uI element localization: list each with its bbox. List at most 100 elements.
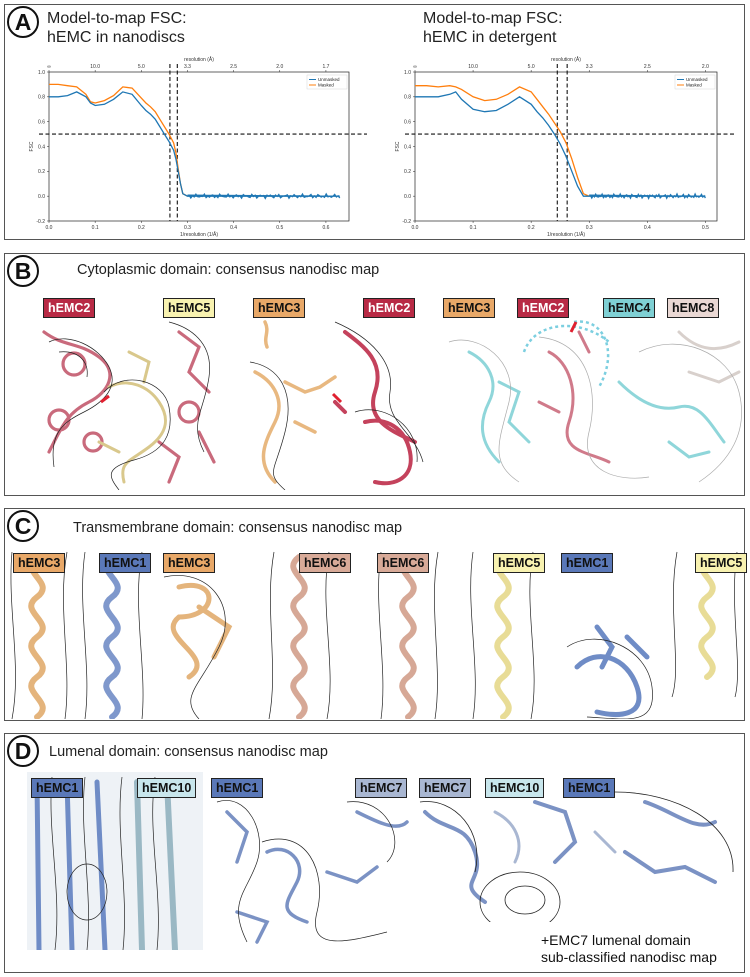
masked-fsc-line [415,85,590,197]
legend-box [674,74,716,90]
y-tick-label: 0.4 [404,144,411,150]
label-hemc2-b1: hEMC2 [43,298,96,318]
y-tick-label: 0.2 [38,169,45,175]
label-hemc1-c1: hEMC1 [99,553,152,573]
fsc-nanodisc-chart: 0.0 0.1 0.2 0.3 0.4 0.5 0.6 -0.2 0.0 0.2 0.4 0.6 0.8… [5,5,375,241]
x-tick-label: 0.0 [46,225,53,231]
cytoplasmic-density-map-3 [439,292,745,490]
lumenal-density-map-2 [207,772,411,950]
x-tick-label: 0.2 [138,225,145,231]
cytoplasmic-density-map-1 [39,292,219,490]
transmembrane-density-map-2 [159,547,357,719]
x-tick-label: 0.1 [470,225,477,231]
label-hemc5-c3: hEMC5 [493,553,546,573]
y-tick-label: 1.0 [404,70,411,76]
top-tick-label: 2.0 [702,64,709,70]
panel-d-letter: D [7,735,39,767]
label-hemc10-d1: hEMC10 [137,778,197,798]
top-axis-label: resolution (Å) [551,56,581,63]
x-tick-label: 0.3 [184,225,191,231]
panel-d-title: Lumenal domain: consensus nanodisc map [49,744,328,760]
label-hemc6-c2: hEMC6 [299,553,352,573]
label-hemc1-d2: hEMC1 [211,778,264,798]
transmembrane-density-map-1 [7,547,155,719]
top-tick-label: 5.0 [528,64,535,70]
transmembrane-density-map-4 [557,547,743,719]
label-hemc3-b3: hEMC3 [443,298,496,318]
y-tick-label: -0.2 [402,219,411,225]
fsc-nanodisc-title: Model-to-map FSC: hEMC in nanodiscs [47,10,187,46]
panel-b-letter: B [7,255,39,287]
label-hemc7-d2: hEMC7 [355,778,408,798]
cytoplasmic-density-map-2 [245,292,425,490]
panel-c-letter: C [7,510,39,542]
label-hemc1-c4: hEMC1 [561,553,614,573]
label-hemc3-c2: hEMC3 [163,553,216,573]
x-tick-label: 0.4 [230,225,237,231]
panel-b: B Cytoplasmic domain: consensus nanodisc… [4,253,745,496]
x-tick-label: 0.0 [412,225,419,231]
x-tick-label: 0.6 [322,225,329,231]
y-tick-label: 0.0 [404,194,411,200]
y-tick-label: 1.0 [38,70,45,76]
top-tick-label: 10.0 [468,64,478,70]
panel-d: D Lumenal domain: consensus nanodisc map… [4,733,745,973]
label-hemc10-d3: hEMC10 [485,778,545,798]
legend-label: Masked [318,83,334,88]
panel-a-letter: A [7,6,39,38]
unmasked-fsc-line [415,91,706,201]
label-hemc2-b2: hEMC2 [363,298,416,318]
lumenal-density-map-1 [27,772,203,950]
y-axis-label: FSC [29,141,35,151]
plot-frame [414,71,718,222]
top-tick-label: ∞ [47,64,51,70]
panel-b-title: Cytoplasmic domain: consensus nanodisc m… [77,262,380,278]
y-tick-label: 0.8 [404,95,411,101]
x-tick-label: 0.5 [276,225,283,231]
plot-frame [48,71,350,222]
label-hemc3-b2: hEMC3 [253,298,306,318]
top-tick-label: ∞ [413,64,417,70]
legend-box [306,74,348,90]
x-axis-label: 1/resolution (1/Å) [547,231,585,238]
top-tick-label: 10.0 [90,64,100,70]
label-hemc7-d3: hEMC7 [419,778,472,798]
y-axis-label: FSC [395,141,401,151]
panel-d-footnote: +EMC7 lumenal domain sub-classified nano… [541,932,717,965]
legend-label: Masked [686,83,702,88]
label-hemc2-b3: hEMC2 [517,298,570,318]
y-tick-label: 0.0 [38,194,45,200]
top-tick-label: 3.3 [184,64,191,70]
legend-label: Unmasked [318,77,340,82]
x-tick-label: 0.1 [92,225,99,231]
label-hemc5-c4: hEMC5 [695,553,748,573]
y-tick-label: 0.4 [38,144,45,150]
x-tick-label: 0.2 [528,225,535,231]
label-hemc5-b1: hEMC5 [163,298,216,318]
label-hemc4-b3: hEMC4 [603,298,656,318]
x-tick-label: 0.4 [644,225,651,231]
legend-label: Unmasked [686,77,708,82]
unmasked-fsc-line [49,91,341,200]
panel-c: C Transmembrane domain: consensus nanodi… [4,508,748,721]
top-tick-label: 1.7 [322,64,329,70]
top-tick-label: 2.5 [230,64,237,70]
fsc-detergent-title: Model-to-map FSC: hEMC in detergent [423,10,563,46]
fsc-detergent-chart: 0.0 0.1 0.2 0.3 0.4 0.5 -0.2 0.0 0.2 0.4 0.6 0.8 1.0… [377,5,745,241]
panel-a: A Model-to-map FSC: hEMC in nanodiscs Mo… [4,4,745,240]
x-tick-label: 0.3 [586,225,593,231]
label-hemc6-c3: hEMC6 [377,553,430,573]
y-tick-label: 0.6 [404,119,411,125]
y-tick-label: -0.2 [36,219,45,225]
y-tick-label: 0.6 [38,119,45,125]
top-tick-label: 5.0 [138,64,145,70]
x-axis-label: 1/resolution (1/Å) [180,231,218,238]
top-tick-label: 2.0 [276,64,283,70]
transmembrane-density-map-3 [373,547,553,719]
y-tick-label: 0.2 [404,169,411,175]
top-tick-label: 2.5 [644,64,651,70]
top-axis-label: resolution (Å) [184,56,214,63]
label-hemc1-d3: hEMC1 [563,778,616,798]
x-tick-label: 0.5 [702,225,709,231]
y-tick-label: 0.8 [38,95,45,101]
